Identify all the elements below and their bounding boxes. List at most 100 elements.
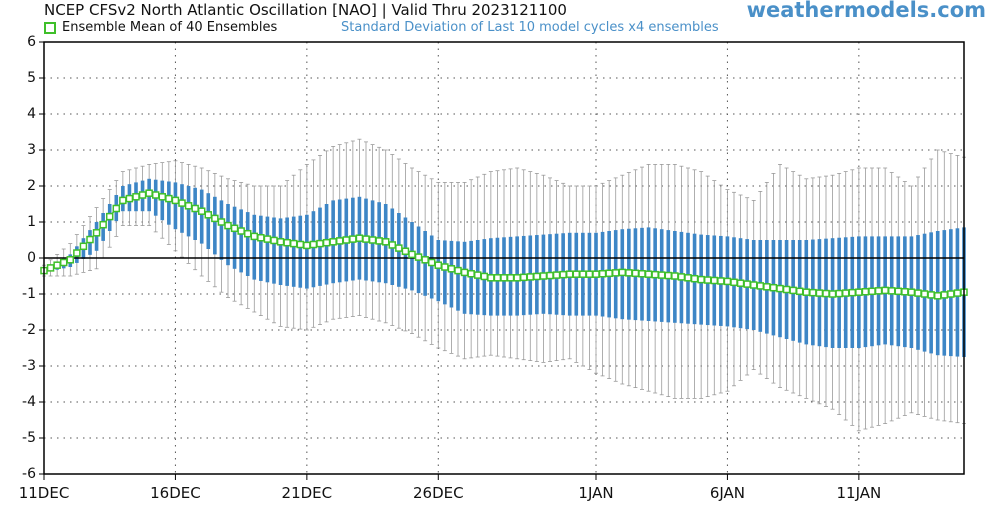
mean-point [690, 274, 699, 283]
mean-point [710, 276, 719, 285]
mean-point [585, 270, 594, 278]
std-bar [226, 204, 230, 266]
mean-point [953, 289, 962, 297]
mean-point [263, 235, 272, 243]
mean-point [947, 290, 955, 298]
x-tick-label: 1JAN [578, 484, 613, 502]
mean-point [861, 288, 870, 296]
mean-point [717, 277, 725, 285]
mean-point [848, 288, 857, 297]
chart-title: NCEP CFSv2 North Atlantic Oscillation [N… [44, 1, 567, 19]
y-tick-label: -5 [22, 430, 36, 446]
std-bar [462, 241, 467, 314]
mean-point [519, 273, 528, 282]
std-bar [239, 209, 243, 273]
y-tick-label: -3 [22, 358, 36, 374]
std-bar [219, 200, 224, 260]
mean-point [237, 227, 245, 235]
mean-point [53, 261, 61, 269]
mean-point [901, 288, 909, 296]
mean-point [329, 238, 337, 246]
x-tick-label: 26DEC [413, 484, 464, 502]
mean-point [723, 277, 732, 286]
std-bar [272, 217, 276, 284]
mean-point [335, 237, 344, 245]
mean-point [447, 265, 456, 273]
mean-point [224, 221, 232, 230]
std-bar [291, 216, 296, 287]
mean-point [703, 276, 712, 284]
legend-std-label: Standard Deviation of Last 10 model cycl… [341, 20, 719, 35]
mean-line-layer [40, 189, 968, 300]
mean-point [401, 247, 410, 255]
mean-point [914, 289, 922, 297]
mean-point [841, 289, 850, 297]
mean-point [730, 278, 738, 287]
mean-point [99, 220, 107, 229]
std-bar [252, 214, 257, 280]
mean-point [677, 273, 686, 281]
mean-point [776, 284, 784, 293]
mean-point [657, 271, 666, 279]
y-tick-label: 1 [27, 214, 36, 230]
std-bar [186, 186, 191, 237]
mean-point [940, 291, 949, 299]
std-bar [449, 240, 454, 308]
mean-point [171, 196, 180, 205]
mean-point [165, 194, 173, 203]
mean-point [795, 287, 804, 296]
y-tick-label: 4 [27, 106, 36, 122]
mean-point [434, 261, 443, 269]
mean-point [644, 270, 653, 278]
mean-point [533, 272, 541, 281]
mean-point [125, 194, 134, 203]
mean-point [92, 229, 101, 237]
mean-point [414, 253, 423, 261]
x-tick-label: 11JAN [836, 484, 881, 502]
mean-point [756, 282, 765, 290]
mean-point [151, 191, 160, 199]
mean-point [250, 232, 259, 241]
mean-point [283, 238, 291, 247]
mean-point [105, 212, 114, 221]
mean-point [920, 290, 929, 298]
mean-point [355, 234, 364, 242]
y-tick-label: -2 [22, 322, 36, 338]
y-tick-label: 6 [27, 34, 36, 50]
std-bar [245, 212, 250, 276]
mean-point [572, 270, 581, 278]
mean-point [822, 289, 830, 298]
std-bar [173, 182, 178, 230]
x-tick-label: 16DEC [150, 484, 201, 502]
std-bar [193, 187, 197, 240]
mean-point [191, 204, 199, 213]
mean-point [322, 238, 331, 247]
mean-point [736, 279, 745, 287]
mean-point [565, 270, 574, 278]
mean-point [362, 235, 370, 243]
mean-point [933, 292, 942, 300]
mean-point [408, 250, 416, 259]
mean-point [552, 271, 561, 279]
std-bar [305, 214, 309, 289]
y-tick-label: -1 [22, 286, 36, 302]
mean-point [204, 211, 213, 219]
std-bar [456, 241, 460, 311]
mean-point [276, 238, 285, 246]
mean-point [467, 270, 475, 278]
mean-point [802, 288, 811, 296]
mean-point [270, 236, 278, 245]
mean-point [625, 269, 633, 277]
mean-point [855, 288, 863, 296]
legend-square-marker-icon [44, 21, 56, 34]
mean-point [480, 272, 489, 281]
std-bar [469, 240, 473, 315]
y-tick-label: 0 [27, 250, 36, 266]
mean-point [493, 274, 502, 282]
x-axis-ticks: 11DEC 16DEC 21DEC 26DEC 1JAN 6JAN 11JAN [19, 474, 881, 502]
mean-point [664, 271, 673, 280]
mean-point [605, 269, 613, 278]
mean-point [638, 270, 646, 278]
mean-point [59, 258, 68, 267]
